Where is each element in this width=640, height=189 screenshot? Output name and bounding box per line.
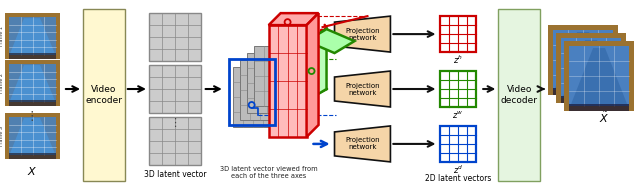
Text: 2D latent vectors: 2D latent vectors — [425, 174, 492, 183]
Bar — [5, 13, 60, 59]
Bar — [149, 13, 201, 61]
Text: ⋮: ⋮ — [26, 110, 38, 123]
Bar — [629, 41, 634, 111]
Bar — [5, 113, 60, 117]
Polygon shape — [335, 71, 390, 107]
Bar — [240, 60, 280, 120]
Polygon shape — [335, 16, 390, 52]
Text: Projection
network: Projection network — [345, 83, 380, 95]
Bar — [564, 41, 634, 46]
Polygon shape — [555, 32, 611, 88]
Bar — [613, 25, 618, 95]
Bar — [9, 153, 56, 159]
Bar — [561, 96, 621, 103]
Bar — [9, 100, 56, 106]
Bar — [149, 65, 201, 113]
Text: 3D latent vector viewed from
each of the three axes: 3D latent vector viewed from each of the… — [220, 166, 317, 179]
Text: Frame S: Frame S — [0, 126, 4, 146]
Bar — [556, 33, 626, 103]
Text: $z^d$: $z^d$ — [453, 164, 463, 176]
Bar — [556, 98, 626, 103]
Text: 3D latent vector: 3D latent vector — [143, 170, 206, 179]
Bar — [440, 16, 476, 52]
Bar — [253, 46, 294, 106]
Bar — [548, 25, 553, 95]
Text: Projection
network: Projection network — [345, 137, 380, 150]
Polygon shape — [335, 126, 390, 162]
Text: $z^h$: $z^h$ — [453, 54, 463, 66]
Bar — [228, 59, 275, 125]
Text: ⋮: ⋮ — [169, 118, 180, 128]
Bar — [5, 55, 60, 59]
Bar — [5, 13, 60, 17]
Polygon shape — [9, 65, 56, 103]
Bar — [233, 67, 273, 127]
Text: Projection
network: Projection network — [345, 28, 380, 41]
Bar — [246, 53, 287, 113]
Text: Frame 2: Frame 2 — [0, 73, 4, 93]
Bar — [5, 60, 9, 106]
Polygon shape — [9, 118, 56, 156]
Polygon shape — [307, 29, 326, 101]
Bar — [548, 90, 618, 95]
Bar — [269, 25, 307, 137]
Polygon shape — [571, 48, 627, 104]
Text: $X$: $X$ — [27, 165, 37, 177]
Bar — [5, 113, 9, 159]
Bar — [5, 155, 60, 159]
Bar — [553, 88, 613, 95]
FancyBboxPatch shape — [83, 9, 125, 181]
Polygon shape — [9, 18, 56, 56]
Bar — [564, 106, 634, 111]
Bar — [56, 60, 60, 106]
Polygon shape — [269, 13, 319, 25]
Bar — [56, 13, 60, 59]
Bar — [556, 33, 561, 103]
Bar — [564, 41, 634, 111]
Bar — [9, 53, 56, 59]
Bar — [149, 117, 201, 165]
Bar — [5, 102, 60, 106]
Text: $z^w$: $z^w$ — [452, 109, 464, 120]
Text: Video
decoder: Video decoder — [500, 85, 538, 105]
Bar — [5, 60, 60, 106]
Text: Frame 1: Frame 1 — [0, 26, 4, 46]
Bar — [548, 25, 618, 95]
Text: Video
encoder: Video encoder — [85, 85, 122, 105]
Bar — [569, 104, 629, 111]
Bar — [5, 60, 60, 64]
Bar — [548, 25, 618, 30]
Text: $\tilde{X}$: $\tilde{X}$ — [599, 109, 609, 125]
Bar — [621, 33, 626, 103]
FancyBboxPatch shape — [499, 9, 540, 181]
Bar — [556, 33, 626, 38]
Bar — [5, 13, 9, 59]
Bar — [564, 41, 569, 111]
Bar — [56, 113, 60, 159]
Bar — [5, 113, 60, 159]
Polygon shape — [307, 13, 319, 137]
Polygon shape — [563, 40, 619, 96]
Polygon shape — [307, 29, 355, 53]
Bar — [440, 126, 476, 162]
Bar — [440, 71, 476, 107]
